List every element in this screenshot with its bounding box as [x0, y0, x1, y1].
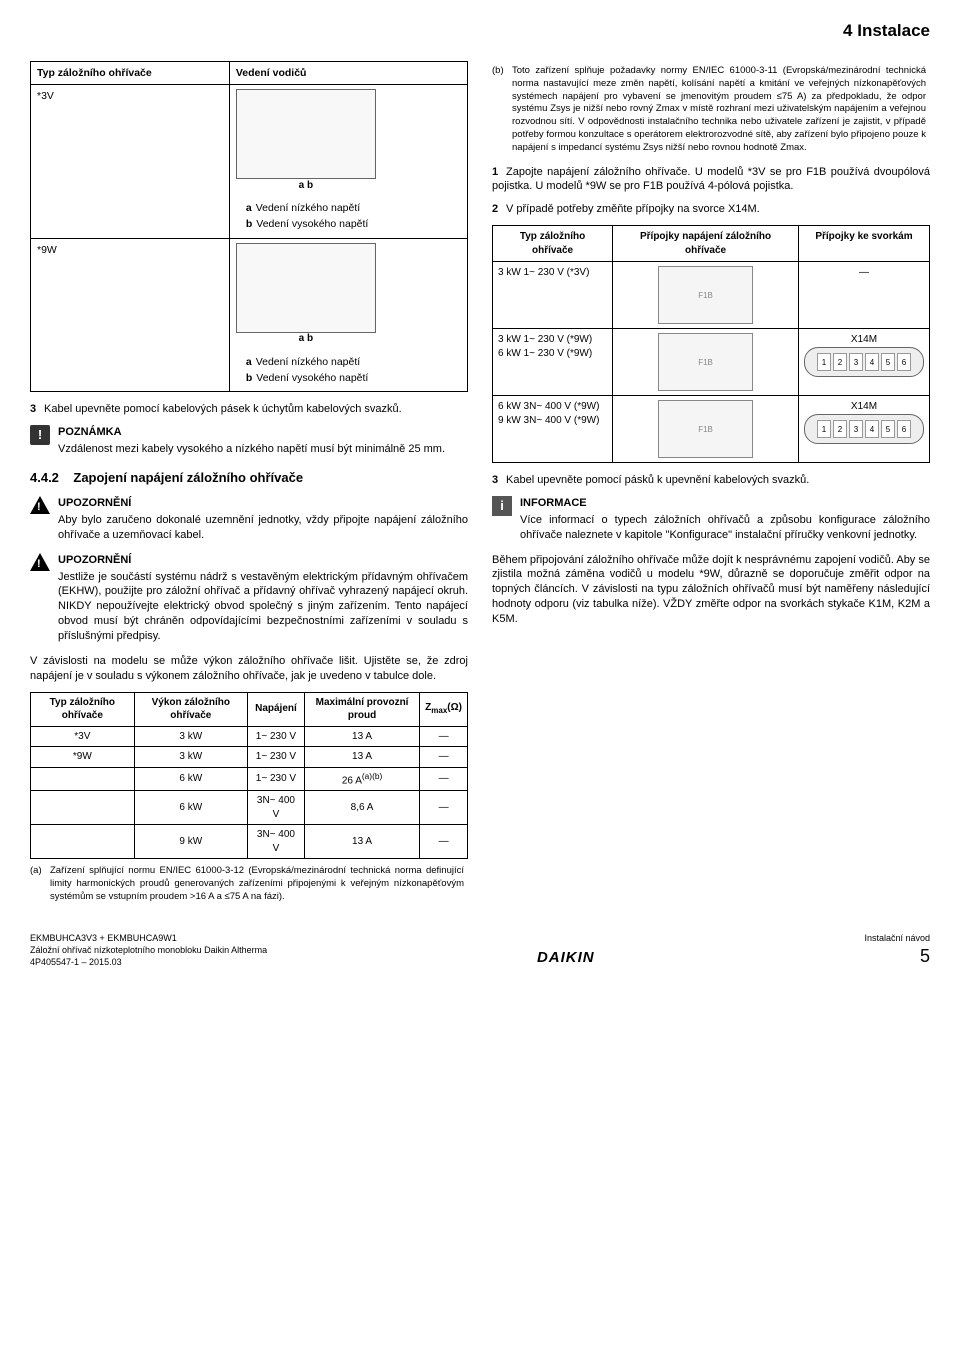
- x14m-diagram-icon: X14M 1 2 3 4 5 6: [804, 400, 924, 458]
- conn-th: Přípojky napájení záložního ohřívače: [613, 226, 799, 262]
- info-text: Více informací o typech záložních ohříva…: [520, 513, 930, 543]
- wiring-diagram-icon: a b: [236, 89, 376, 179]
- legend-a: aVedení nízkého napětí: [246, 355, 461, 369]
- footer-doctitle: Instalační návod: [864, 932, 930, 944]
- right-step-3: 3Kabel upevněte pomocí pásků k upevnění …: [492, 473, 930, 488]
- info-box: i INFORMACE Více informací o typech zálo…: [492, 496, 930, 543]
- footer-desc: Záložní ohřívač nízkoteplotního monoblok…: [30, 944, 267, 956]
- legend-b: bVedení vysokého napětí: [246, 217, 461, 231]
- footer-model: EKMBUHCA3V3 + EKMBUHCA9W1: [30, 932, 267, 944]
- table-row: *3V3 kW1~ 230 V13 A—: [31, 726, 468, 747]
- heading-442: 4.4.2 Zapojení napájení záložního ohříva…: [30, 469, 468, 487]
- para-wrong-wiring: Během připojování záložního ohřívače můž…: [492, 553, 930, 627]
- note-icon: !: [30, 425, 50, 445]
- legend-a: aVedení nízkého napětí: [246, 201, 461, 215]
- buh-row-diagram: a b aVedení nízkého napětí bVedení vysok…: [229, 85, 467, 239]
- info-icon: i: [492, 496, 512, 516]
- warning-title: UPOZORNĚNÍ: [58, 496, 468, 511]
- spec-table: Typ záložního ohřívače Výkon záložního o…: [30, 692, 468, 860]
- right-step-1: 1Zapojte napájení záložního ohřívače. U …: [492, 165, 930, 195]
- info-title: INFORMACE: [520, 496, 930, 511]
- diagram-ab-label: a b: [299, 332, 313, 346]
- diagram-ab-label: a b: [299, 179, 313, 193]
- warning-icon: [30, 553, 50, 571]
- table-row: *9W3 kW1~ 230 V13 A—: [31, 747, 468, 768]
- f1b-diagram-icon: F1B: [658, 266, 753, 324]
- page-header: 4 Instalace: [30, 20, 930, 43]
- note-title: POZNÁMKA: [58, 425, 468, 440]
- footer-brand: DAIKIN: [537, 948, 595, 968]
- step-3: 3Kabel upevněte pomocí kabelových pásek …: [30, 402, 468, 417]
- spec-th: Napájení: [247, 692, 304, 726]
- x14m-diagram-icon: X14M 1 2 3 4 5 6: [804, 333, 924, 391]
- buh-row-type: *3V: [31, 85, 230, 239]
- warning-2: UPOZORNĚNÍ Jestliže je součástí systému …: [30, 553, 468, 644]
- wiring-diagram-icon: a b: [236, 243, 376, 333]
- footnote-b: (b)Toto zařízení splňuje požadavky normy…: [492, 65, 930, 155]
- para-model-dependent: V závislosti na modelu se může výkon zál…: [30, 654, 468, 684]
- warning-text: Aby bylo zaručeno dokonalé uzemnění jedn…: [58, 513, 468, 543]
- legend-b: bVedení vysokého napětí: [246, 371, 461, 385]
- footer-docnum: 4P405547-1 – 2015.03: [30, 956, 267, 968]
- table-row: 6 kW 3N~ 400 V (*9W) 9 kW 3N~ 400 V (*9W…: [493, 396, 930, 463]
- table-row: 3 kW 1~ 230 V (*9W) 6 kW 1~ 230 V (*9W) …: [493, 329, 930, 396]
- note-poznamka: ! POZNÁMKA Vzdálenost mezi kabely vysoké…: [30, 425, 468, 457]
- connection-table: Typ záložního ohřívače Přípojky napájení…: [492, 225, 930, 463]
- footer-page-number: 5: [864, 944, 930, 968]
- spec-th: Maximální provozní proud: [304, 692, 419, 726]
- spec-th: Zmax(Ω): [420, 692, 468, 726]
- warning-icon: [30, 496, 50, 514]
- left-column: Typ záložního ohřívače Vedení vodičů *3V…: [30, 61, 468, 904]
- table-row: 6 kW1~ 230 V26 A(a)(b)—: [31, 767, 468, 791]
- f1b-diagram-icon: F1B: [658, 400, 753, 458]
- right-step-2: 2V případě potřeby změňte přípojky na sv…: [492, 202, 930, 217]
- spec-th: Typ záložního ohřívače: [31, 692, 135, 726]
- buh-row-diagram: a b aVedení nízkého napětí bVedení vysok…: [229, 238, 467, 392]
- conn-th: Přípojky ke svorkám: [798, 226, 929, 262]
- buh-th-type: Typ záložního ohřívače: [31, 61, 230, 84]
- buh-row-type: *9W: [31, 238, 230, 392]
- page-footer: EKMBUHCA3V3 + EKMBUHCA9W1 Záložní ohříva…: [30, 932, 930, 968]
- table-row: 9 kW3N~ 400 V13 A—: [31, 825, 468, 859]
- conn-th: Typ záložního ohřívače: [493, 226, 613, 262]
- note-text: Vzdálenost mezi kabely vysokého a nízkéh…: [58, 442, 468, 457]
- f1b-diagram-icon: F1B: [658, 333, 753, 391]
- warning-1: UPOZORNĚNÍ Aby bylo zaručeno dokonalé uz…: [30, 496, 468, 543]
- table-row: 6 kW3N~ 400 V8,6 A—: [31, 791, 468, 825]
- right-column: (b)Toto zařízení splňuje požadavky normy…: [492, 61, 930, 904]
- table-row: 3 kW 1~ 230 V (*3V) F1B —: [493, 262, 930, 329]
- footnote-a: (a)Zařízení splňující normu EN/IEC 61000…: [30, 865, 468, 903]
- warning-title: UPOZORNĚNÍ: [58, 553, 468, 568]
- buh-wiring-table: Typ záložního ohřívače Vedení vodičů *3V…: [30, 61, 468, 392]
- spec-th: Výkon záložního ohřívače: [134, 692, 247, 726]
- buh-th-wiring: Vedení vodičů: [229, 61, 467, 84]
- warning-text: Jestliže je součástí systému nádrž s ves…: [58, 570, 468, 644]
